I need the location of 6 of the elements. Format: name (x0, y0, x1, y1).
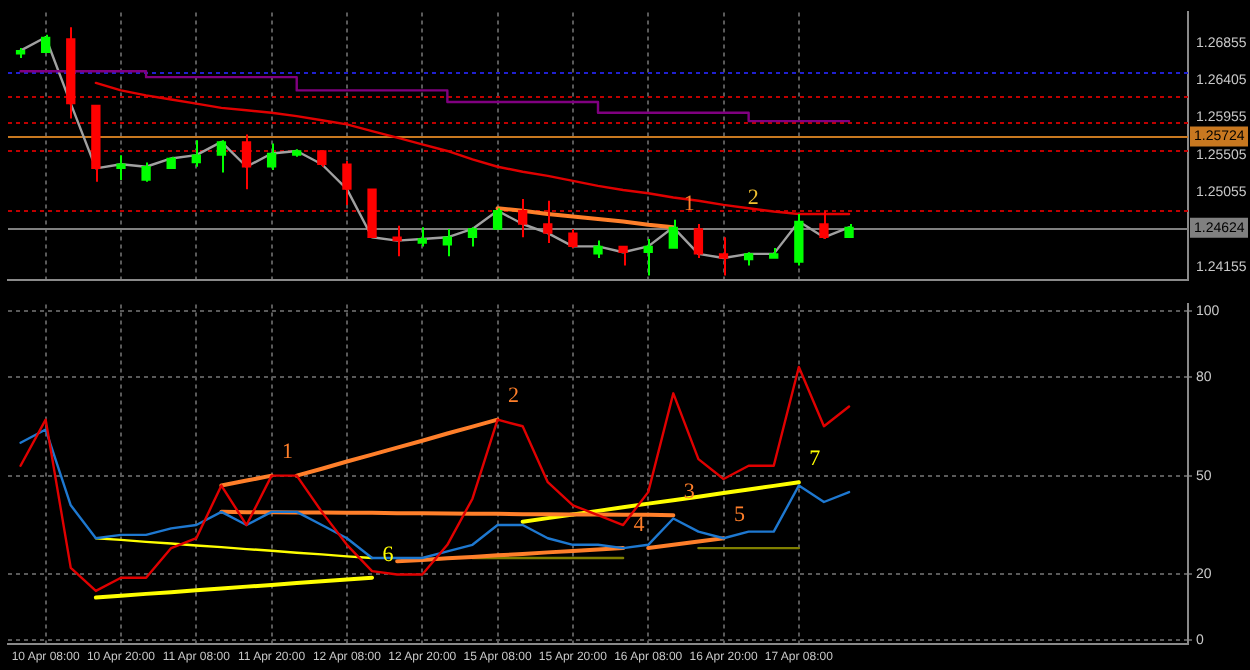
series-label: 2 (508, 384, 520, 409)
annotation: 2 (747, 186, 759, 211)
series-label: 5 (734, 503, 747, 527)
series-label: 1 (282, 440, 294, 465)
series-label: 4 (633, 512, 646, 537)
series-label: 7 (809, 447, 822, 472)
